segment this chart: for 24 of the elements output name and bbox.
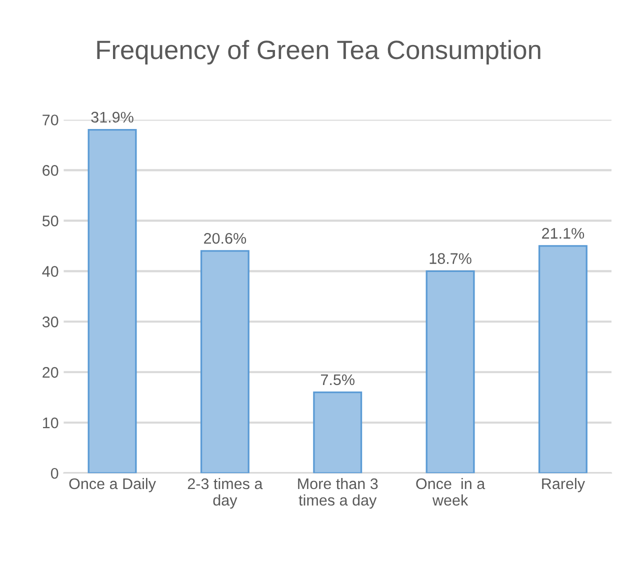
- y-tick-label: 20: [42, 366, 58, 378]
- annotation: 31.9%: [91, 112, 134, 123]
- bar: [538, 245, 588, 474]
- y-tick-label: 40: [42, 266, 58, 277]
- y-tick-label: 10: [43, 417, 58, 428]
- annotation: 18.7%: [430, 253, 472, 264]
- bar: [200, 250, 250, 474]
- bar: [313, 391, 362, 474]
- bar: [88, 128, 137, 474]
- x-tick-label: 2-3 times a day: [188, 478, 263, 509]
- y-tick-label: 70: [42, 114, 58, 126]
- y-tick-label: 60: [42, 165, 58, 176]
- annotation: 21.1%: [542, 228, 584, 239]
- x-tick-label: Once in a week: [416, 478, 486, 506]
- chart-title: Frequency of Green Tea Consumption: [97, 40, 540, 64]
- x-tick-label: More than 3 times a day: [298, 478, 378, 509]
- annotation: 20.6%: [204, 232, 246, 244]
- x-tick-label: Once a Daily: [69, 478, 156, 492]
- annotation: 7.5%: [320, 374, 354, 386]
- y-tick-label: 50: [42, 216, 58, 226]
- x-tick-label: Rarely: [542, 478, 586, 492]
- y-tick-label: 30: [42, 316, 58, 328]
- y-tick-label: 0: [50, 468, 58, 479]
- bar: [426, 270, 475, 474]
